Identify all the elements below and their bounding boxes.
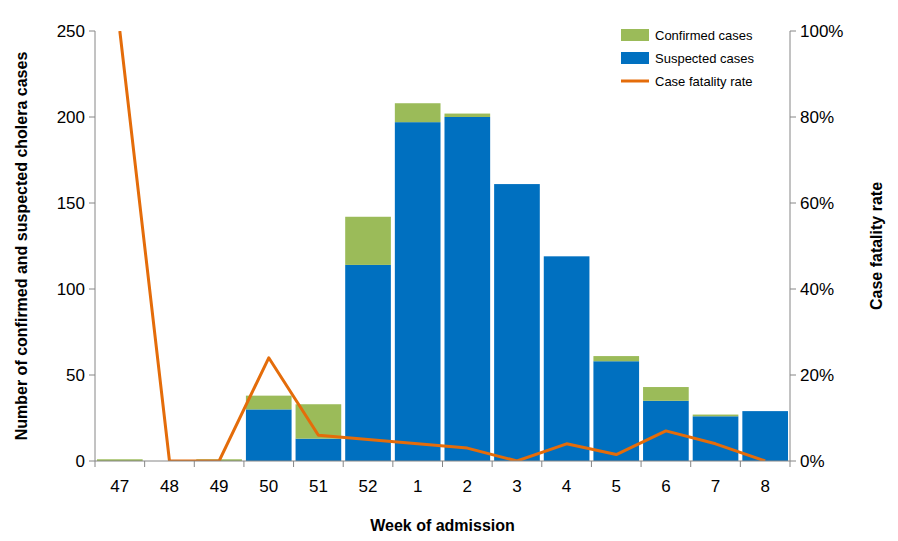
x-tick: [641, 461, 642, 467]
y-tick: [89, 117, 95, 118]
x-tick: [194, 461, 195, 467]
legend-label: Case fatality rate: [655, 74, 753, 89]
legend-swatch: [621, 52, 649, 64]
x-tick: [541, 461, 542, 467]
y-axis-line: [95, 31, 96, 461]
y2-tick: [790, 375, 796, 376]
y2-tick: [790, 117, 796, 118]
bar: [643, 387, 689, 401]
y-tick-label: 250: [57, 22, 85, 41]
y-tick: [89, 375, 95, 376]
x-tick: [690, 461, 691, 467]
y-tick-label: 100: [57, 280, 85, 299]
x-tick: [343, 461, 344, 467]
bar: [593, 356, 639, 361]
x-tick: [243, 461, 244, 467]
bar: [444, 117, 490, 461]
legend-swatch: [621, 29, 649, 41]
x-tick: [392, 461, 393, 467]
x-tick: [442, 461, 443, 467]
legend-label: Confirmed cases: [655, 28, 753, 43]
x-tick-label: 6: [661, 477, 670, 496]
bar: [544, 256, 590, 461]
y-tick-label: 150: [57, 194, 85, 213]
bar: [494, 184, 540, 461]
x-tick: [591, 461, 592, 467]
y2-tick-label: 100%: [800, 22, 843, 41]
y-tick-label: 200: [57, 108, 85, 127]
x-tick-label: 3: [512, 477, 521, 496]
y2-tick: [790, 289, 796, 290]
y-tick: [89, 31, 95, 32]
y2-tick: [790, 31, 796, 32]
y-tick: [89, 203, 95, 204]
y2-tick-label: 80%: [800, 108, 834, 127]
bar: [246, 409, 292, 461]
x-tick: [95, 461, 96, 467]
y2-tick: [790, 203, 796, 204]
legend: Confirmed cases Suspected cases Case fatal…: [621, 28, 755, 89]
x-tick-label: 47: [110, 477, 129, 496]
bar: [444, 114, 490, 117]
bar: [345, 265, 391, 461]
x-tick-label: 52: [359, 477, 378, 496]
axes: 0501001502002500%20%40%60%80%100%4748495…: [57, 22, 844, 496]
bar: [544, 256, 590, 257]
y2-axis-line: [790, 31, 791, 461]
x-tick-label: 4: [562, 477, 571, 496]
x-tick: [144, 461, 145, 467]
bar: [395, 103, 441, 122]
bar: [345, 217, 391, 265]
x-tick: [740, 461, 741, 467]
x-tick-label: 50: [259, 477, 278, 496]
y2-tick-label: 20%: [800, 366, 834, 385]
x-tick-label: 49: [210, 477, 229, 496]
bar: [494, 184, 540, 185]
x-tick: [492, 461, 493, 467]
y2-axis-title: Case fatality rate: [868, 182, 885, 310]
legend-label: Suspected cases: [655, 51, 755, 66]
y-tick-label: 50: [66, 366, 85, 385]
y2-tick-label: 0%: [800, 452, 825, 471]
y-tick: [89, 461, 95, 462]
x-tick-label: 2: [463, 477, 472, 496]
bar: [246, 396, 292, 410]
bar: [296, 439, 342, 461]
bar: [693, 415, 739, 417]
y2-tick-label: 40%: [800, 280, 834, 299]
bar: [395, 122, 441, 461]
x-tick-label: 5: [612, 477, 621, 496]
y-axis-title: Number of confirmed and suspected choler…: [13, 52, 30, 441]
y-tick-label: 0: [76, 452, 85, 471]
x-tick: [790, 461, 791, 467]
bar: [742, 411, 788, 461]
line: [120, 31, 765, 461]
y2-tick-label: 60%: [800, 194, 834, 213]
y2-tick: [790, 461, 796, 462]
x-tick-label: 7: [711, 477, 720, 496]
x-tick-label: 8: [760, 477, 769, 496]
y-tick: [89, 289, 95, 290]
x-tick-label: 1: [413, 477, 422, 496]
x-tick-label: 51: [309, 477, 328, 496]
bar: [742, 411, 788, 412]
chart: 0501001502002500%20%40%60%80%100%4748495…: [0, 0, 898, 541]
x-axis-title: Week of admission: [370, 517, 515, 534]
x-tick: [293, 461, 294, 467]
legend-swatch: [621, 80, 649, 83]
x-tick-label: 48: [160, 477, 179, 496]
plot-marks: [97, 31, 788, 461]
